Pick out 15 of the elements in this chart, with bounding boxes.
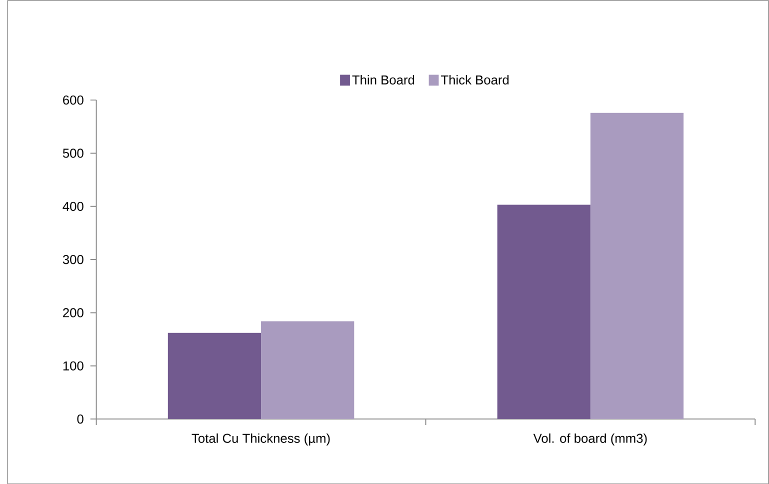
y-tick-label: 600	[63, 95, 84, 104]
legend-label: Thin Board	[352, 74, 414, 84]
y-tick-label: 200	[63, 308, 84, 318]
y-tick-label: 100	[63, 361, 84, 370]
y-tick-label: 400	[62, 202, 84, 211]
x-tick-label: Vol. of board (mm3)	[533, 433, 647, 446]
bar	[261, 321, 354, 419]
y-tick-label: 300	[62, 254, 84, 264]
bar	[168, 332, 262, 419]
y-tick-label: 500	[62, 148, 84, 158]
bar	[497, 204, 590, 419]
x-tick-label: Total Cu Thickness (µm)	[192, 433, 330, 446]
legend-label: Thick Board	[441, 74, 509, 84]
y-tick-label: 0	[77, 414, 84, 424]
bar	[590, 112, 684, 419]
